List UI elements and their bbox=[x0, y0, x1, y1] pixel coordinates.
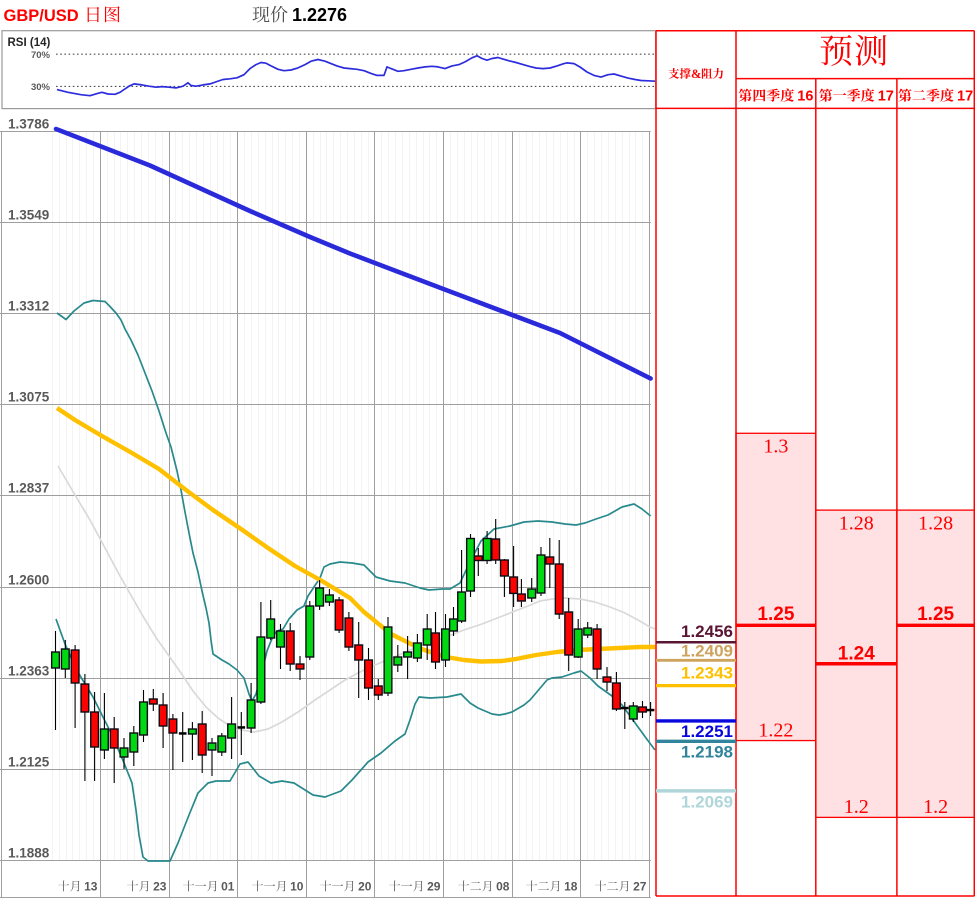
svg-text:1.22: 1.22 bbox=[758, 720, 793, 742]
svg-text:1.2125: 1.2125 bbox=[8, 755, 50, 770]
svg-text:1.28: 1.28 bbox=[839, 513, 874, 535]
svg-text:13: 13 bbox=[84, 880, 98, 894]
svg-text:1.2198: 1.2198 bbox=[681, 743, 733, 762]
svg-text:1.1888: 1.1888 bbox=[8, 846, 50, 861]
svg-text:23: 23 bbox=[153, 880, 167, 894]
svg-text:1.2276: 1.2276 bbox=[292, 5, 347, 25]
svg-text:1.2409: 1.2409 bbox=[681, 642, 733, 661]
svg-text:1.2: 1.2 bbox=[844, 796, 869, 818]
svg-text:29: 29 bbox=[427, 880, 441, 894]
svg-text:1.25: 1.25 bbox=[917, 604, 954, 625]
svg-text:&: & bbox=[691, 67, 701, 81]
svg-text:1.2251: 1.2251 bbox=[681, 722, 733, 741]
svg-text:1.2600: 1.2600 bbox=[8, 573, 49, 588]
svg-text:1.2: 1.2 bbox=[923, 796, 948, 818]
svg-text:1.3: 1.3 bbox=[763, 436, 788, 458]
svg-text:1.3312: 1.3312 bbox=[8, 299, 49, 314]
svg-text:1.25: 1.25 bbox=[757, 604, 794, 625]
svg-text:17: 17 bbox=[878, 89, 894, 105]
svg-text:27: 27 bbox=[633, 880, 647, 894]
svg-text:1.3549: 1.3549 bbox=[8, 208, 49, 223]
svg-text:30%: 30% bbox=[31, 82, 51, 93]
svg-text:GBP/USD: GBP/USD bbox=[4, 7, 79, 25]
svg-text:1.2343: 1.2343 bbox=[681, 664, 733, 683]
svg-text:10: 10 bbox=[290, 880, 304, 894]
svg-text:16: 16 bbox=[797, 89, 813, 105]
svg-text:1.24: 1.24 bbox=[838, 644, 875, 665]
svg-text:1.2456: 1.2456 bbox=[681, 622, 733, 641]
svg-text:1.3075: 1.3075 bbox=[8, 390, 50, 405]
svg-text:18: 18 bbox=[564, 880, 578, 894]
svg-text:1.2837: 1.2837 bbox=[8, 481, 49, 496]
svg-text:17: 17 bbox=[957, 89, 973, 105]
svg-text:08: 08 bbox=[496, 880, 510, 894]
svg-text:1.2069: 1.2069 bbox=[681, 793, 733, 812]
svg-text:1.3786: 1.3786 bbox=[8, 117, 50, 132]
svg-text:RSI (14): RSI (14) bbox=[8, 37, 51, 49]
svg-text:1.28: 1.28 bbox=[918, 513, 953, 535]
svg-text:1.2363: 1.2363 bbox=[8, 664, 50, 679]
svg-text:70%: 70% bbox=[31, 50, 51, 61]
svg-text:01: 01 bbox=[221, 880, 235, 894]
svg-text:20: 20 bbox=[358, 880, 372, 894]
